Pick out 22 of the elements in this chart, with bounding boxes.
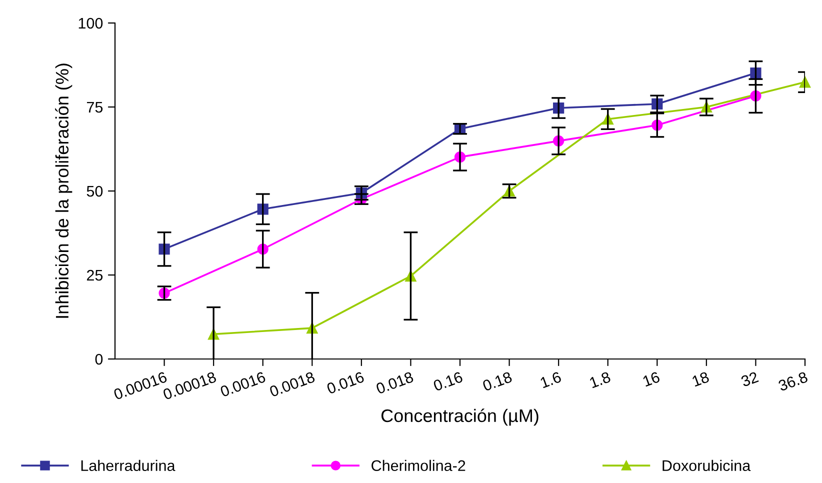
legend-label: Cherimolina-2 [372, 460, 466, 472]
x-tick-label: 0.0018 [268, 371, 316, 398]
y-tick-label: 25 [86, 270, 103, 281]
x-tick-label: 0.016 [326, 371, 365, 394]
y-tick-label: 0 [95, 354, 103, 365]
y-axis-title: Inhibición de la proliferación (%) [55, 64, 72, 318]
x-tick-label: 36.8 [778, 371, 808, 392]
x-tick-label: 1.8 [589, 371, 612, 388]
y-tick-label: 100 [78, 18, 103, 29]
x-tick-label: 32 [740, 371, 759, 387]
legend-label: Doxorubicina [662, 460, 751, 472]
y-tick-label: 50 [86, 186, 103, 197]
x-tick-label: 1.6 [540, 371, 562, 388]
x-tick-label: 18 [692, 371, 710, 387]
x-tick-label: 16 [642, 371, 660, 387]
y-tick-label: 75 [86, 102, 103, 113]
x-tick-label: 0.0016 [220, 371, 266, 398]
legend-label: Laherradurina [81, 460, 176, 472]
x-tick-label: 0.18 [482, 371, 512, 392]
x-tick-label: 0.16 [432, 371, 464, 392]
x-tick-label: 0.018 [375, 371, 414, 394]
x-axis-title: Concentración (µM) [381, 408, 538, 426]
